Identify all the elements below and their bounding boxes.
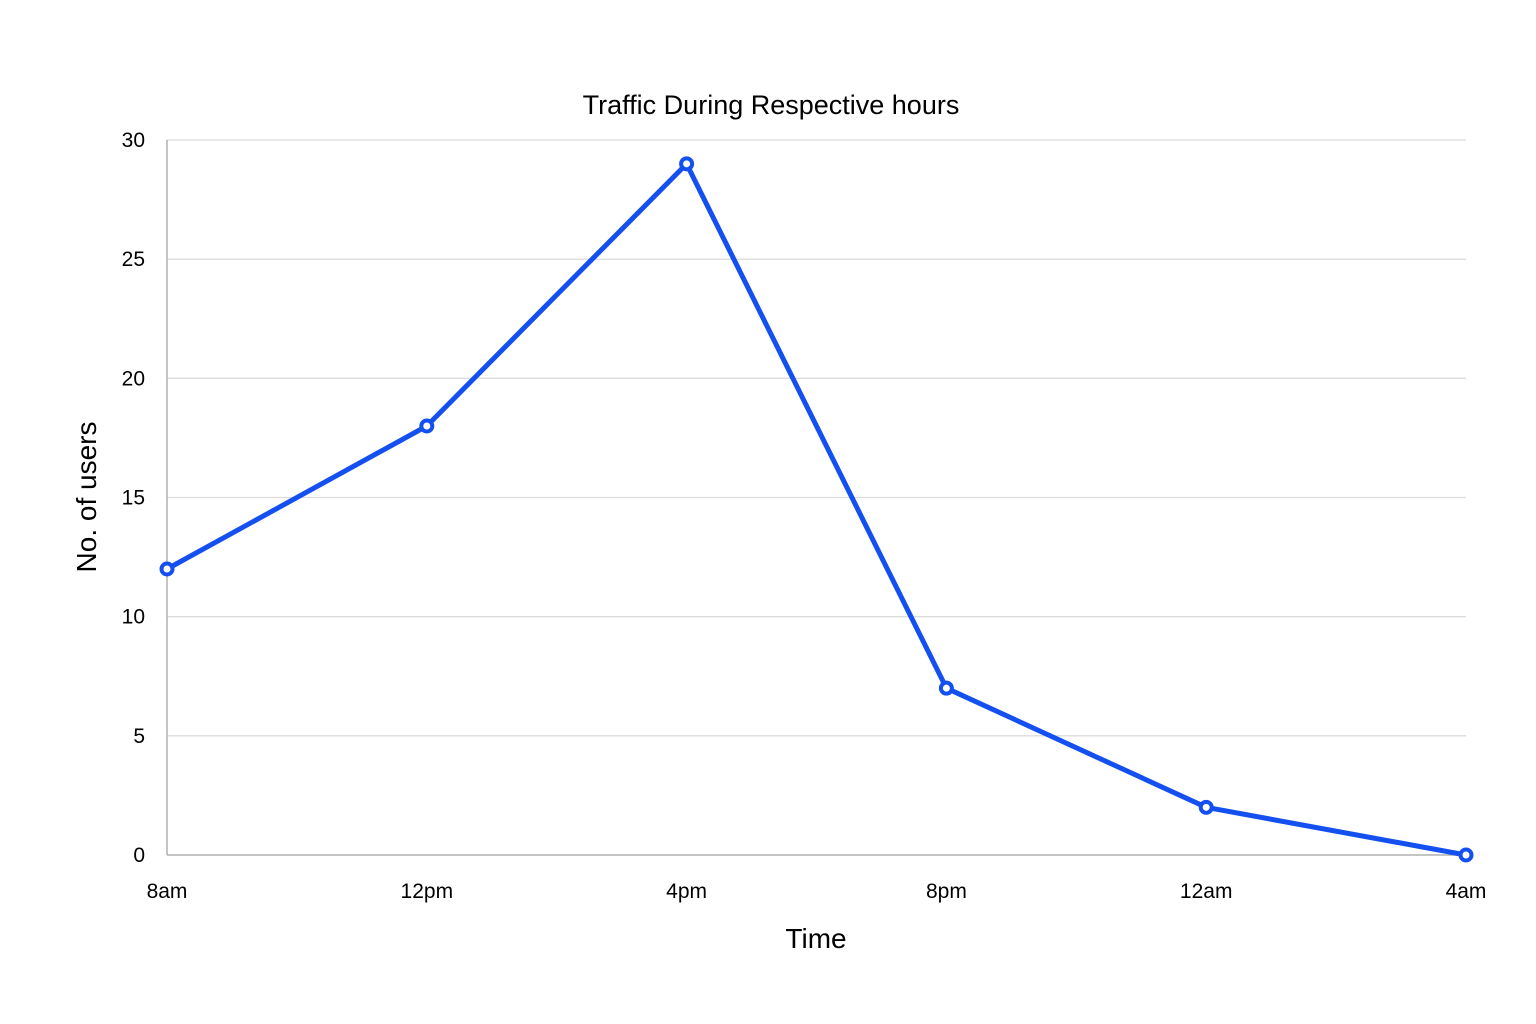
data-point xyxy=(1198,799,1214,815)
x-tick-label: 8pm xyxy=(926,880,967,903)
y-tick-label: 5 xyxy=(133,725,145,748)
data-point xyxy=(1458,847,1474,863)
y-tick-label: 10 xyxy=(122,606,145,629)
data-point xyxy=(679,156,695,172)
y-tick-label: 20 xyxy=(122,367,145,390)
x-tick-label: 12pm xyxy=(401,880,454,903)
chart-title: Traffic During Respective hours xyxy=(583,90,960,120)
gridlines xyxy=(167,139,1466,737)
x-axis-title: Time xyxy=(785,923,846,954)
x-tick-label: 4am xyxy=(1446,880,1487,903)
data-point xyxy=(938,680,954,696)
x-tick-label: 12am xyxy=(1180,880,1233,903)
series-line xyxy=(164,161,1469,858)
axes xyxy=(166,140,1466,856)
data-point xyxy=(159,561,175,577)
y-axis-title: No. of users xyxy=(71,422,102,573)
y-tick-label: 30 xyxy=(122,129,145,152)
x-tick-label: 4pm xyxy=(666,880,707,903)
y-axis-ticks: 0 5 10 15 20 25 30 xyxy=(122,129,145,867)
y-tick-label: 15 xyxy=(122,487,145,510)
data-point xyxy=(419,418,435,434)
series xyxy=(159,156,1474,863)
x-tick-label: 8am xyxy=(147,880,188,903)
x-axis-ticks: 8am 12pm 4pm 8pm 12am 4am xyxy=(147,880,1487,903)
y-tick-label: 0 xyxy=(133,844,145,867)
y-tick-label: 25 xyxy=(122,248,145,271)
